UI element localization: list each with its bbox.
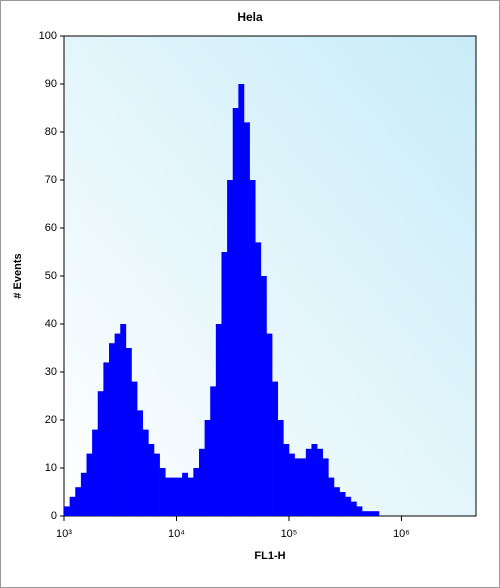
histogram-bar	[266, 333, 273, 516]
histogram-bar	[288, 453, 295, 516]
histogram-bar	[221, 252, 228, 516]
histogram-bar	[187, 477, 194, 516]
histogram-bar	[305, 448, 312, 516]
histogram-bar	[317, 448, 324, 516]
histogram-bar	[204, 420, 211, 516]
histogram-bar	[97, 391, 104, 516]
y-tick-label: 100	[39, 30, 57, 42]
y-axis-label: # Events	[12, 253, 24, 298]
histogram-bar	[69, 496, 76, 516]
histogram-bar	[198, 448, 205, 516]
histogram-bar	[170, 477, 177, 516]
y-tick-label: 30	[45, 366, 57, 378]
histogram-bar	[137, 410, 144, 516]
histogram-bar	[367, 511, 374, 516]
histogram-bar	[243, 122, 250, 517]
histogram-bar	[345, 496, 352, 516]
histogram-bar	[238, 84, 245, 516]
histogram-bar	[142, 429, 149, 516]
histogram-bar	[322, 458, 329, 516]
histogram-bar	[339, 492, 346, 516]
histogram-bar	[260, 276, 267, 516]
histogram-bar	[277, 420, 284, 516]
histogram-bar	[103, 362, 110, 516]
histogram-bar	[114, 333, 121, 516]
histogram-bar	[215, 324, 222, 516]
histogram-bar	[165, 477, 172, 516]
histogram-bar	[193, 468, 200, 516]
histogram-bar	[249, 180, 256, 516]
histogram-bar	[311, 444, 318, 516]
histogram-bar	[64, 506, 70, 516]
x-tick-label: 10³	[56, 528, 72, 540]
x-tick-label: 10⁴	[168, 528, 185, 540]
histogram-bar	[356, 506, 363, 516]
x-tick-label: 10⁶	[393, 528, 410, 540]
histogram-bar	[75, 487, 82, 516]
y-tick-label: 0	[51, 510, 57, 522]
y-tick-label: 20	[45, 414, 57, 426]
y-tick-label: 90	[45, 78, 57, 90]
histogram-bar	[210, 386, 217, 516]
histogram-bar	[86, 453, 93, 516]
histogram-bar	[120, 324, 127, 516]
histogram-bar	[108, 343, 115, 516]
x-axis-label: FL1-H	[254, 550, 285, 562]
y-tick-label: 60	[45, 222, 57, 234]
histogram-bar	[255, 242, 262, 516]
histogram-bar	[272, 381, 279, 516]
histogram-bar	[80, 472, 87, 516]
histogram-bar	[283, 444, 290, 516]
histogram-bar	[373, 511, 380, 516]
chart-title: Hela	[237, 10, 263, 24]
histogram-bar	[182, 472, 189, 516]
histogram-bar	[362, 511, 369, 516]
y-tick-label: 80	[45, 126, 57, 138]
histogram-bar	[232, 108, 239, 516]
histogram-bar	[131, 381, 138, 516]
histogram-bar	[294, 458, 301, 516]
histogram-bar	[227, 180, 234, 516]
histogram-bar	[328, 477, 335, 516]
histogram-bar	[153, 453, 160, 516]
y-tick-label: 40	[45, 318, 57, 330]
x-tick-label: 10⁵	[281, 528, 298, 540]
y-tick-label: 10	[45, 462, 57, 474]
y-tick-label: 50	[45, 270, 57, 282]
histogram-bar	[333, 487, 340, 516]
histogram-bar	[92, 429, 99, 516]
y-tick-label: 70	[45, 174, 57, 186]
histogram-bar	[125, 348, 132, 516]
histogram-bar	[176, 477, 183, 516]
histogram-bar	[148, 444, 155, 516]
histogram-bar	[300, 458, 307, 516]
histogram-bar	[350, 501, 357, 516]
histogram-bar	[159, 468, 166, 516]
